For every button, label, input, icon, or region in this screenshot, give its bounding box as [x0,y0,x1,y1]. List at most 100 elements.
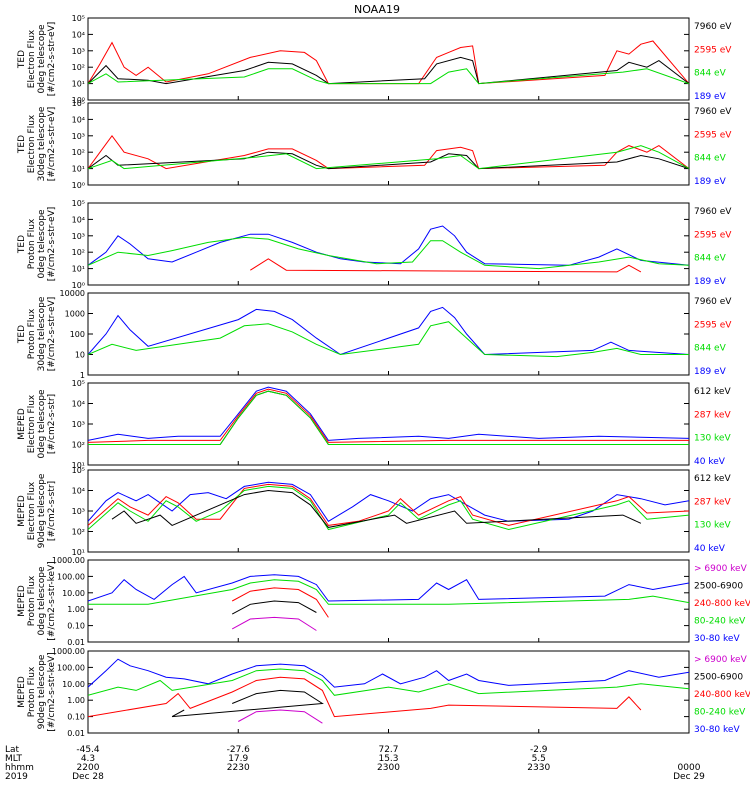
series-line [231,587,329,618]
legend-entry: 189 eV [694,367,727,377]
series-line [88,321,689,358]
mlt-tick-label: 4.3 [81,754,95,764]
series-group [88,134,689,170]
legend-entry: 240-800 keV [694,599,750,609]
y-axis-label-line: 0deg telescope [37,24,47,94]
legend-entry: 2500-6900 [694,582,743,592]
y-tick-label: 10¹ [72,80,85,89]
y-axis-label-line: TED [17,135,27,154]
panel-1: 10⁰ 10¹ 10² 10³ 10⁴ 10⁵ TED Electron Flux 0deg t… [17,14,732,105]
y-tick-label: 1.00 [67,605,85,614]
legend-entry: 2500-6900 [694,673,743,683]
legend-entry: 7960 eV [694,297,732,307]
series-group [88,658,689,724]
y-tick-label: 1000.00 [52,556,85,565]
series-line [88,134,689,170]
mlt-tick-label: 15.3 [378,754,398,764]
legend-entry: 844 eV [694,254,727,264]
y-tick-label: 10⁰ [72,281,85,290]
y-axis-label: MEPED Proton Flux 0deg telescope [#/cm2-s-s… [17,561,57,640]
legend-entry: 612 keV [694,387,731,397]
panel-frame [87,559,690,643]
y-axis-label-line: [#/cm2-s-str-eV] [47,297,57,372]
legend-entry: 612 keV [694,474,731,484]
y-axis-label-line: 30deg telescope [37,106,47,181]
row-label: hhmm [5,763,34,773]
series-line [88,390,689,445]
legend-entry: 80-240 keV [694,708,746,718]
y-axis-label-line: Electron Flux [27,394,37,453]
y-axis-label-line: TED [17,325,27,344]
y-axis-label-line: [#/cm2-s-str-eV] [47,207,57,282]
series-line [88,579,689,605]
y-axis-label-line: [#/cm2-s-str-keV] [47,652,57,731]
legend-entry: 844 eV [694,154,727,164]
y-tick-label: 10³ [72,132,85,141]
y-axis-label-line: [#/cm2-s-str-eV] [47,107,57,182]
y-tick-label: 10¹ [72,548,85,557]
y-axis-label-line: 30deg telescope [37,296,47,371]
series-line [88,68,689,85]
y-axis-label: TED Electron Flux 30deg telescope [#/cm2-s-… [17,106,57,181]
y-axis-label: TED Proton Flux 30deg telescope [#/cm2-s-st… [17,296,57,371]
chart-title: NOAA19 [354,3,400,16]
y-tick-label: 10² [72,528,85,537]
y-tick-label: 1.00 [67,696,85,705]
series-line [171,689,324,718]
y-axis-label-line: Electron Flux [27,481,37,540]
y-axis-label-line: 0deg telescope [37,389,47,459]
y-axis-label: MEPED Proton Flux 90deg telescope [#/cm2-s-… [17,652,57,731]
panel-frame [87,202,690,286]
y-tick-label: 1000 [65,310,85,319]
legend-entry: 40 keV [694,544,726,554]
panel-2: 10⁰ 10¹ 10² 10³ 10⁴ 10⁵ TED Electron Flux 30deg … [17,99,732,190]
legend-entry: 2595 eV [694,230,732,240]
y-axis-label-line: [#/cm2-s-str] [47,394,57,454]
series-line [88,151,689,170]
y-axis-label-line: 0deg telescope [37,209,47,279]
series-group [88,306,689,358]
time-tick-label: 2200 [77,763,100,773]
series-line [88,306,689,356]
series-line [250,258,642,273]
y-tick-label: 10⁵ [72,99,85,108]
y-axis-label: MEPED Electron Flux 0deg telescope [#/cm2-s… [17,389,57,459]
y-axis-label-line: TED [17,235,27,254]
series-line [88,40,689,85]
y-axis-label-line: Proton Flux [27,218,37,269]
time-tick-label: 2230 [227,763,250,773]
legend-entry: 189 eV [694,92,727,102]
y-tick-label: 100.00 [57,663,85,672]
y-tick-label: 10² [72,248,85,257]
legend-entry: 844 eV [694,344,727,354]
y-tick-label: 10³ [72,420,85,429]
lat-tick-label: -45.4 [76,745,100,755]
legend-entry: 130 keV [694,434,731,444]
series-line [111,489,642,528]
y-tick-label: 10¹ [72,265,85,274]
y-axis-label-line: Electron Flux [27,114,37,173]
series-line [88,388,689,443]
legend-entry: 287 keV [694,497,731,507]
end-date-label: Dec 29 [673,772,705,782]
time-tick-label: 2330 [527,763,550,773]
series-group [88,40,689,85]
y-tick-label: 10⁰ [72,96,85,105]
y-axis-label-line: Proton Flux [27,308,37,359]
legend-entry: 2595 eV [694,130,732,140]
time-tick-label: 2300 [377,763,400,773]
lat-tick-label: -2.9 [530,745,548,755]
row-label: Lat [5,745,20,755]
series-line [88,668,689,696]
y-tick-label: 0.01 [67,638,85,647]
series-line [238,709,323,724]
legend-entry: 844 eV [694,69,727,79]
legend-entry: 7960 eV [694,22,732,32]
row-label: MLT [5,754,23,764]
y-tick-label: 10⁵ [72,199,85,208]
panel-frame [87,17,690,101]
